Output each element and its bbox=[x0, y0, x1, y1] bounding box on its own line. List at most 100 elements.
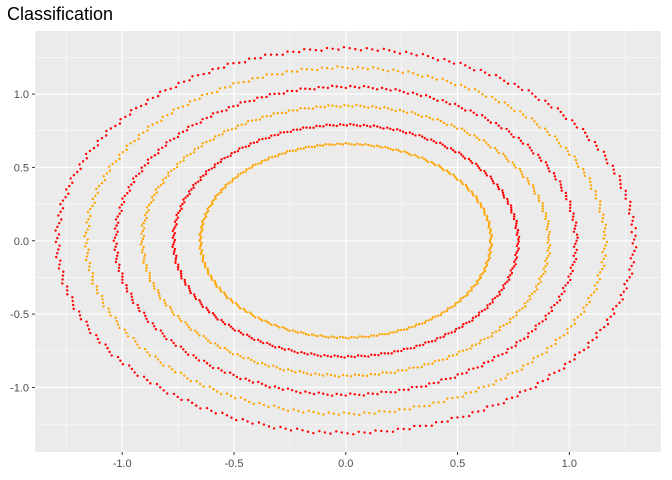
data-point bbox=[292, 408, 295, 411]
data-point bbox=[231, 353, 235, 356]
data-point bbox=[340, 431, 344, 434]
data-point bbox=[439, 119, 442, 123]
data-point bbox=[151, 123, 154, 126]
data-point bbox=[153, 193, 156, 197]
data-point bbox=[142, 261, 145, 265]
data-point bbox=[537, 199, 541, 203]
data-point bbox=[467, 414, 471, 418]
data-point bbox=[440, 311, 444, 314]
data-point bbox=[424, 319, 428, 323]
data-point bbox=[532, 152, 535, 155]
data-point bbox=[116, 323, 120, 326]
data-point bbox=[595, 288, 598, 291]
data-point bbox=[291, 329, 295, 332]
data-point bbox=[303, 107, 306, 110]
data-point bbox=[86, 211, 90, 214]
data-point bbox=[101, 301, 105, 305]
data-point bbox=[515, 219, 518, 223]
data-point bbox=[265, 95, 268, 99]
data-point bbox=[301, 429, 304, 432]
data-point bbox=[335, 85, 338, 88]
y-tick-label: 1.0 bbox=[14, 89, 29, 101]
data-point bbox=[513, 109, 516, 113]
data-point bbox=[425, 114, 428, 118]
data-point bbox=[544, 314, 547, 317]
data-point bbox=[363, 411, 366, 414]
data-point bbox=[439, 313, 443, 317]
data-point bbox=[315, 124, 318, 128]
data-point bbox=[490, 243, 494, 246]
data-point bbox=[367, 355, 370, 358]
data-point bbox=[391, 430, 395, 433]
data-point bbox=[488, 302, 492, 306]
data-point bbox=[440, 167, 444, 170]
data-point bbox=[482, 361, 486, 365]
data-point bbox=[215, 390, 219, 393]
data-point bbox=[388, 49, 391, 52]
data-point bbox=[385, 371, 388, 374]
data-point bbox=[562, 114, 565, 117]
data-point bbox=[467, 368, 471, 371]
data-point bbox=[282, 131, 286, 134]
data-point bbox=[180, 274, 183, 278]
data-point bbox=[395, 148, 398, 151]
data-point bbox=[155, 191, 158, 194]
data-point bbox=[335, 142, 339, 145]
data-point bbox=[502, 79, 506, 82]
data-point bbox=[172, 234, 175, 237]
data-point bbox=[114, 245, 117, 248]
data-point bbox=[347, 142, 350, 145]
data-point bbox=[248, 379, 251, 382]
data-point bbox=[375, 106, 378, 109]
data-point bbox=[594, 190, 597, 193]
data-point bbox=[541, 204, 544, 207]
data-point bbox=[176, 395, 179, 399]
data-point bbox=[496, 183, 499, 186]
data-point bbox=[512, 260, 516, 263]
data-point bbox=[356, 336, 359, 339]
data-point bbox=[503, 155, 507, 158]
data-point bbox=[478, 311, 481, 314]
data-point bbox=[306, 430, 310, 433]
data-point bbox=[278, 152, 281, 156]
data-point bbox=[215, 90, 219, 94]
data-point bbox=[326, 354, 329, 358]
data-point bbox=[157, 148, 160, 151]
data-point bbox=[395, 330, 398, 334]
grid-major bbox=[35, 31, 661, 452]
data-point bbox=[342, 411, 346, 414]
data-point bbox=[223, 130, 226, 133]
data-point bbox=[541, 320, 544, 323]
data-point bbox=[199, 121, 203, 124]
data-point bbox=[190, 401, 194, 405]
data-point bbox=[88, 265, 91, 268]
data-point bbox=[359, 104, 362, 108]
data-point bbox=[140, 232, 143, 235]
data-point bbox=[515, 233, 519, 236]
data-point bbox=[207, 209, 210, 213]
data-point bbox=[478, 274, 482, 277]
data-point bbox=[340, 85, 343, 89]
data-point bbox=[374, 429, 377, 432]
data-point bbox=[183, 278, 186, 282]
data-point bbox=[602, 247, 606, 250]
data-point bbox=[295, 89, 298, 93]
data-point bbox=[477, 90, 480, 93]
data-point bbox=[143, 256, 146, 259]
data-point bbox=[445, 169, 449, 172]
data-point bbox=[250, 119, 254, 122]
data-point bbox=[231, 327, 235, 330]
data-point bbox=[216, 318, 219, 321]
data-point bbox=[216, 344, 219, 347]
data-point bbox=[194, 297, 198, 301]
data-point bbox=[466, 131, 469, 135]
data-point bbox=[401, 71, 404, 75]
data-point bbox=[515, 311, 518, 314]
data-point bbox=[253, 316, 257, 319]
data-point bbox=[338, 123, 342, 126]
data-point bbox=[350, 355, 353, 358]
data-point bbox=[331, 104, 334, 107]
data-point bbox=[375, 144, 379, 147]
data-point bbox=[100, 136, 104, 140]
data-point bbox=[282, 92, 285, 95]
